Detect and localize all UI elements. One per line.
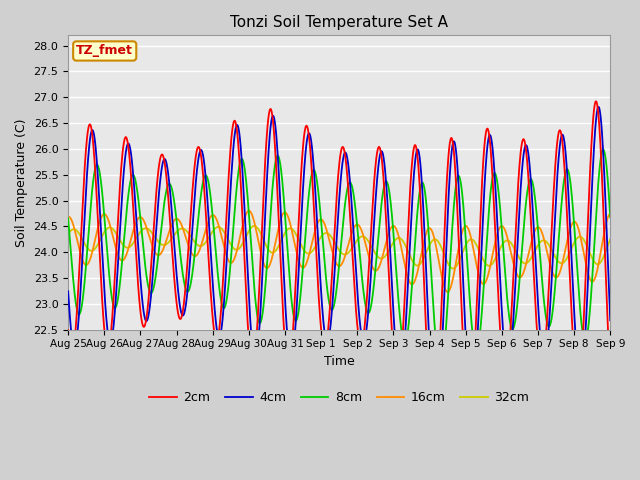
16cm [424, 227, 431, 233]
32cm [607, 237, 614, 242]
2cm [246, 344, 253, 349]
32cm [449, 265, 457, 271]
Line: 16cm: 16cm [68, 211, 611, 292]
4cm [607, 317, 614, 323]
16cm [64, 214, 72, 219]
16cm [245, 208, 253, 214]
2cm [172, 290, 179, 296]
32cm [250, 223, 258, 229]
Text: TZ_fmet: TZ_fmet [76, 45, 133, 58]
Title: Tonzi Soil Temperature Set A: Tonzi Soil Temperature Set A [230, 15, 448, 30]
2cm [429, 427, 437, 433]
4cm [185, 275, 193, 280]
8cm [172, 209, 179, 215]
8cm [423, 210, 431, 216]
4cm [246, 302, 253, 308]
4cm [595, 104, 602, 110]
16cm [185, 243, 193, 249]
2cm [185, 241, 193, 247]
4cm [432, 419, 440, 424]
4cm [172, 258, 179, 264]
16cm [495, 227, 502, 232]
4cm [495, 241, 502, 247]
32cm [185, 230, 193, 236]
8cm [436, 367, 444, 372]
2cm [542, 328, 550, 334]
2cm [607, 372, 614, 378]
32cm [495, 249, 502, 254]
Line: 8cm: 8cm [68, 150, 611, 370]
4cm [64, 288, 72, 294]
32cm [64, 231, 72, 237]
Line: 32cm: 32cm [68, 226, 611, 268]
Line: 2cm: 2cm [68, 101, 611, 430]
8cm [607, 214, 614, 220]
2cm [495, 295, 502, 300]
4cm [542, 350, 550, 356]
Line: 4cm: 4cm [68, 107, 611, 421]
Legend: 2cm, 4cm, 8cm, 16cm, 32cm: 2cm, 4cm, 8cm, 16cm, 32cm [145, 386, 534, 409]
16cm [444, 289, 451, 295]
32cm [424, 246, 431, 252]
8cm [495, 188, 502, 193]
8cm [246, 217, 253, 223]
32cm [246, 228, 253, 233]
16cm [246, 208, 253, 214]
16cm [607, 211, 614, 217]
32cm [172, 230, 179, 236]
2cm [64, 327, 72, 333]
16cm [172, 216, 179, 222]
16cm [543, 247, 550, 252]
8cm [185, 288, 193, 293]
8cm [542, 316, 550, 322]
2cm [592, 98, 600, 104]
2cm [423, 353, 431, 359]
8cm [599, 147, 607, 153]
32cm [543, 239, 550, 245]
X-axis label: Time: Time [324, 355, 355, 368]
Y-axis label: Soil Temperature (C): Soil Temperature (C) [15, 118, 28, 247]
4cm [423, 291, 431, 297]
8cm [64, 216, 72, 221]
